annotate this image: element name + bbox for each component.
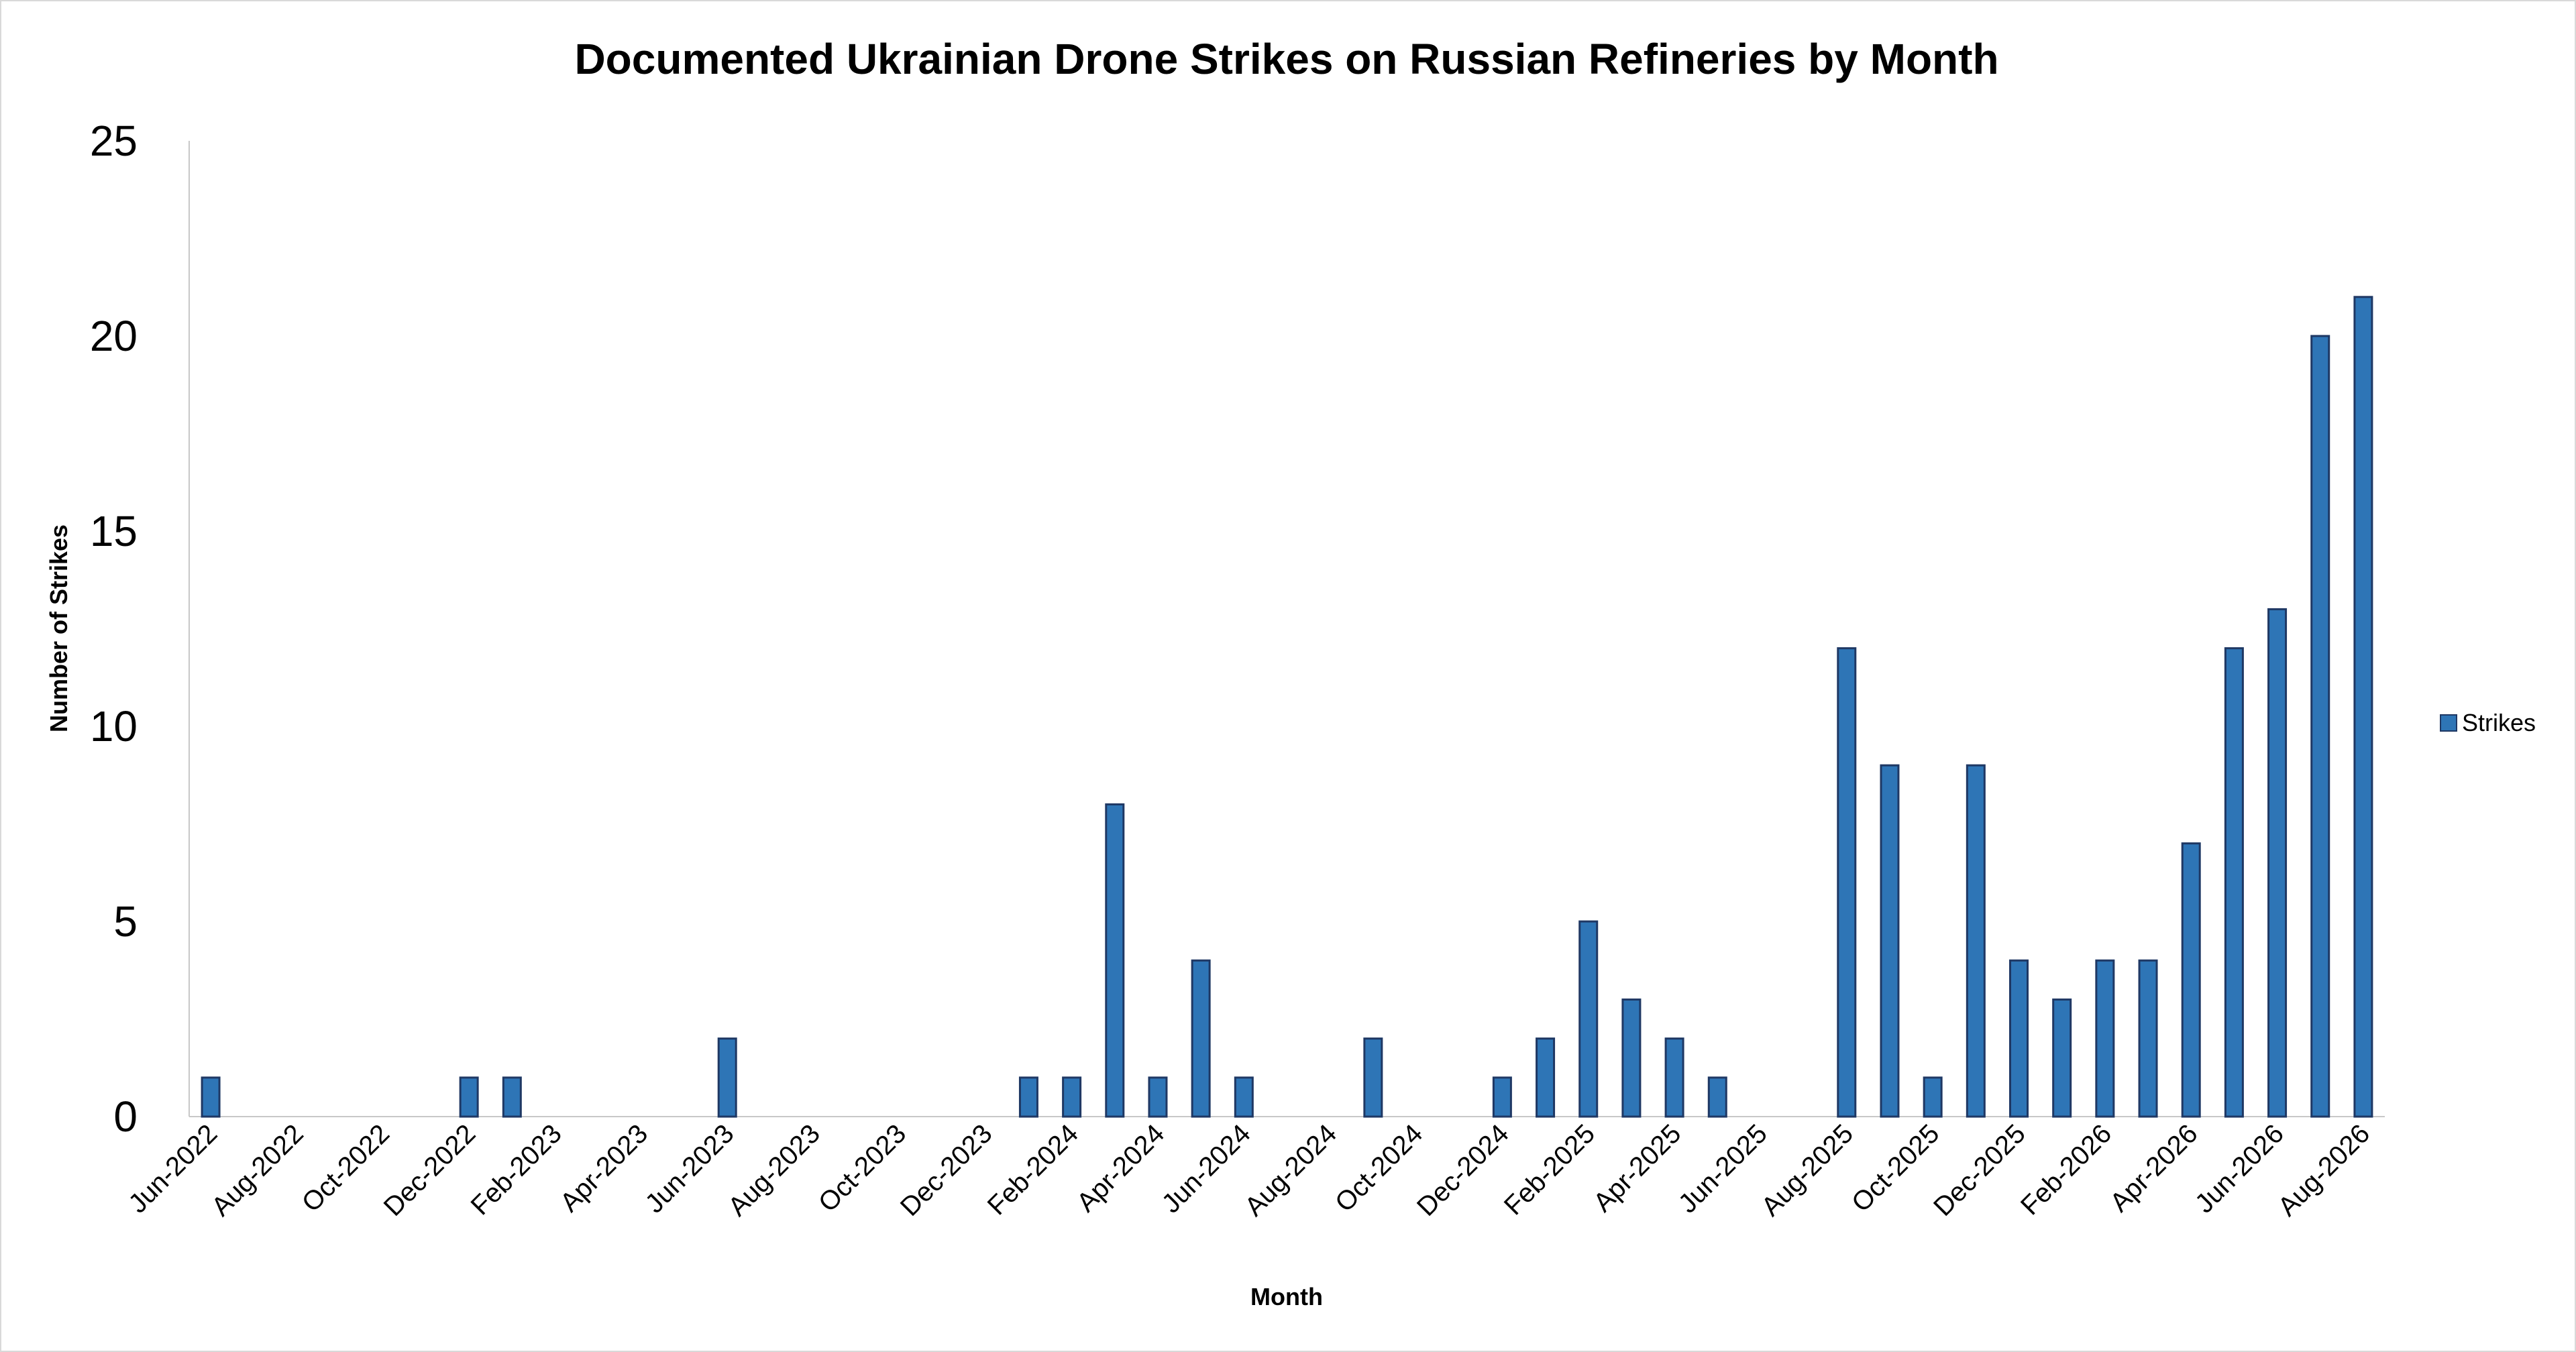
x-tick-label: Apr-2026 [2104, 1119, 2203, 1217]
x-tick-label: Feb-2025 [1499, 1119, 1601, 1221]
x-tick-label: Feb-2026 [2015, 1119, 2117, 1221]
bar [1148, 1076, 1168, 1118]
x-tick-label: Aug-2022 [206, 1119, 309, 1222]
bar [1536, 1037, 1556, 1118]
bar [2052, 998, 2072, 1118]
y-tick-label: 15 [90, 507, 138, 555]
x-tick-label: Dec-2023 [895, 1119, 998, 1222]
bar [2095, 959, 2115, 1118]
bar [1578, 920, 1599, 1118]
x-tick-label: Dec-2025 [1928, 1119, 2031, 1222]
y-tick-label: 5 [113, 897, 138, 946]
legend: Strikes [2440, 709, 2536, 736]
bar [1621, 998, 1642, 1118]
bar [1363, 1037, 1383, 1118]
bar [1492, 1076, 1512, 1118]
bar [2310, 335, 2330, 1118]
bar [717, 1037, 737, 1118]
legend-label: Strikes [2462, 709, 2536, 736]
x-tick-label: Aug-2024 [1239, 1119, 1342, 1222]
bar [2353, 296, 2373, 1118]
y-tick-label: 25 [90, 117, 138, 165]
x-axis-label: Month [1250, 1283, 1323, 1310]
x-tick-label: Apr-2025 [1588, 1119, 1686, 1217]
x-tick-label: Apr-2024 [1071, 1119, 1170, 1217]
bar [1966, 764, 1986, 1118]
bar [2138, 959, 2158, 1118]
x-tick-labels: Jun-2022Aug-2022Oct-2022Dec-2022Feb-2023… [123, 1119, 2375, 1222]
chart-title: Documented Ukrainian Drone Strikes on Ru… [574, 35, 1998, 83]
bar [1923, 1076, 1943, 1118]
bar [1105, 803, 1125, 1118]
bar [2267, 608, 2288, 1118]
bar [1707, 1076, 1727, 1118]
bar [502, 1076, 522, 1118]
bar [1062, 1076, 1082, 1118]
x-tick-label: Aug-2025 [1756, 1119, 1859, 1222]
bar [2181, 842, 2201, 1118]
x-tick-label: Dec-2022 [378, 1119, 482, 1222]
bar [201, 1076, 221, 1118]
x-tick-label: Apr-2023 [555, 1119, 653, 1217]
y-axis-label: Number of Strikes [45, 524, 72, 732]
bar [1191, 959, 1211, 1118]
x-tick-label: Feb-2023 [466, 1119, 568, 1221]
x-tick-label: Aug-2023 [722, 1119, 826, 1222]
bar [1234, 1076, 1254, 1118]
bar [1880, 764, 1900, 1118]
bar [459, 1076, 479, 1118]
bar [2224, 647, 2244, 1118]
legend-swatch [2440, 714, 2457, 732]
y-tick-label: 0 [113, 1092, 138, 1141]
x-tick-label: Dec-2024 [1411, 1119, 1515, 1222]
bars [201, 296, 2373, 1118]
bar [1018, 1076, 1038, 1118]
y-tick-label: 10 [90, 702, 138, 750]
y-tick-labels: 0 5 10 15 20 25 [90, 117, 138, 1141]
x-tick-label: Aug-2026 [2272, 1119, 2375, 1222]
bar [1837, 647, 1857, 1118]
x-tick-label: Feb-2024 [982, 1119, 1084, 1221]
bar [2009, 959, 2029, 1118]
bar [1664, 1037, 1684, 1118]
y-tick-label: 20 [90, 312, 138, 360]
